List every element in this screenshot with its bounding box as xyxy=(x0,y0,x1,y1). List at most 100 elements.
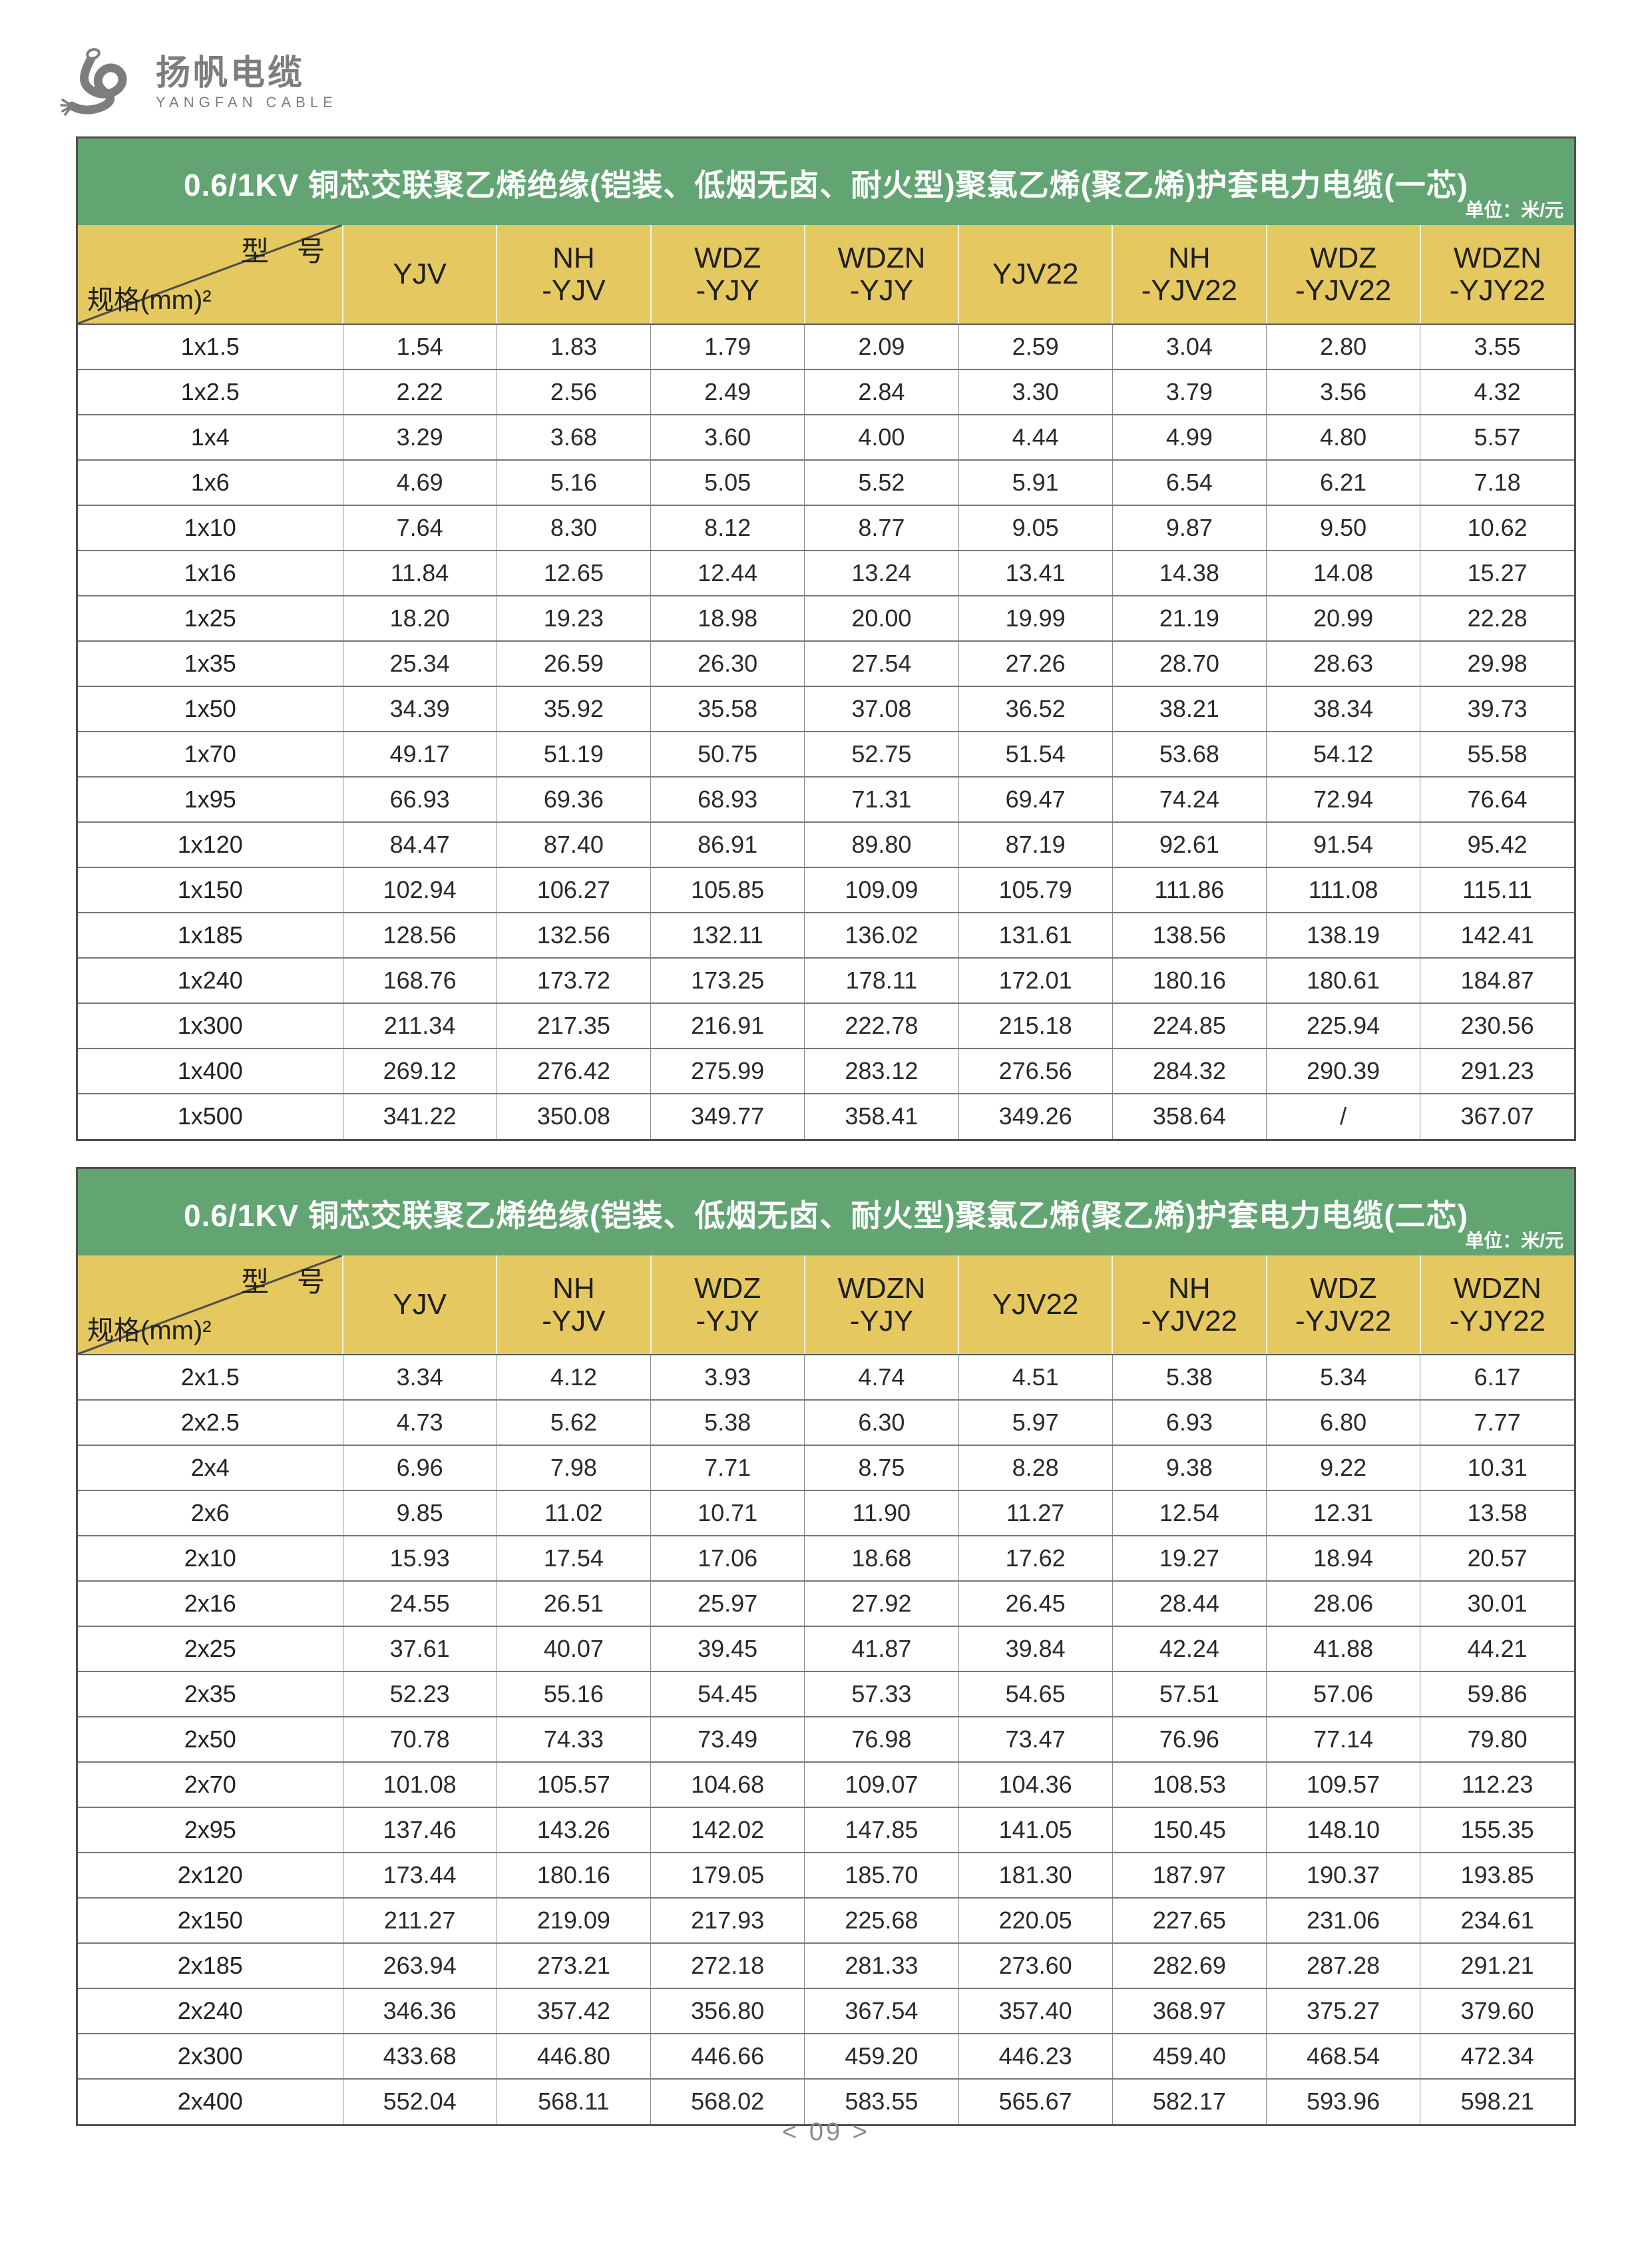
price-cell: 433.68 xyxy=(342,2032,497,2079)
unit-label: 单位：米/元 xyxy=(1465,200,1563,220)
table-row: 1x2.5 2.22 2.56 2.49 2.84 3.30 3.79 3.56 4.32 xyxy=(78,368,1574,415)
price-cell: 4.69 xyxy=(342,459,497,505)
price-cell: 20.99 xyxy=(1265,594,1420,641)
price-cell: 28.06 xyxy=(1265,1580,1420,1626)
price-cell: 357.42 xyxy=(496,1987,651,2034)
price-cell: 37.61 xyxy=(342,1625,497,1672)
price-cell: 9.85 xyxy=(342,1489,497,1536)
table-title-band: 0.6/1KV 铜芯交联聚乙烯绝缘(铠装、低烟无卤、耐火型)聚氯乙烯(聚乙烯)护… xyxy=(78,1169,1574,1255)
table-row: 2x240 346.36 357.42 356.80 367.54 357.40 368.9… xyxy=(78,1987,1574,2034)
price-cell: 225.94 xyxy=(1265,1002,1420,1048)
price-cell: 39.84 xyxy=(958,1625,1113,1672)
price-cell: 178.11 xyxy=(804,957,958,1003)
price-cell: 24.55 xyxy=(342,1580,497,1626)
spec-cell: 2x70 xyxy=(78,1761,343,1807)
price-cell: 55.16 xyxy=(496,1670,651,1717)
table-row: 2x10 15.93 17.54 17.06 18.68 17.62 19.27 18.94 2… xyxy=(78,1534,1574,1581)
price-cell: 19.99 xyxy=(958,594,1113,641)
price-cell: 111.08 xyxy=(1265,866,1420,913)
price-cell: 5.38 xyxy=(650,1399,805,1445)
spec-cell: 1x10 xyxy=(78,504,343,551)
table-row: 1x500 341.22 350.08 349.77 358.41 349.26 358.6… xyxy=(78,1092,1574,1139)
spec-cell: 2x16 xyxy=(78,1580,343,1626)
price-cell: 459.20 xyxy=(804,2032,958,2079)
price-cell: 6.93 xyxy=(1112,1399,1267,1445)
price-cell: 287.28 xyxy=(1265,1942,1420,1988)
price-cell: 2.56 xyxy=(496,368,651,415)
price-cell: 4.80 xyxy=(1265,413,1420,460)
spec-cell: 2x240 xyxy=(78,1987,343,2034)
price-cell: 446.23 xyxy=(958,2032,1113,2079)
price-cell: 15.27 xyxy=(1420,549,1574,596)
price-cell: 105.85 xyxy=(650,866,805,913)
table-row: 2x70 101.08 105.57 104.68 109.07 104.36 108.53… xyxy=(78,1761,1574,1807)
spec-cell: 1x2.5 xyxy=(78,368,343,415)
price-cell: 25.34 xyxy=(342,640,497,686)
price-cell: 9.05 xyxy=(958,504,1113,551)
price-cell: 52.75 xyxy=(804,730,958,777)
price-cell: 2.49 xyxy=(650,368,805,415)
price-cell: 49.17 xyxy=(342,730,497,777)
price-cell: 54.65 xyxy=(958,1670,1113,1717)
price-cell: 86.91 xyxy=(650,821,805,867)
brand-name-cn: 扬帆电缆 xyxy=(156,53,306,93)
table-row: 2x50 70.78 74.33 73.49 76.98 73.47 76.96 77.14 7… xyxy=(78,1715,1574,1762)
price-cell: 115.11 xyxy=(1420,866,1574,913)
header-row: 型 号 规格(mm)² YJV NH -YJV WDZ -YJY WDZN -YJY Y… xyxy=(78,225,1574,325)
corner-label-model: 型 号 xyxy=(240,236,325,267)
price-cell: 3.93 xyxy=(650,1354,805,1400)
price-cell: 26.59 xyxy=(496,640,651,686)
table-row: 2x4 6.96 7.98 7.71 8.75 8.28 9.38 9.22 10.31 xyxy=(78,1444,1574,1490)
price-cell: 12.65 xyxy=(496,549,651,596)
price-cell: 593.96 xyxy=(1265,2078,1420,2124)
price-cell: 273.21 xyxy=(496,1942,651,1988)
column-header: WDZ -YJV22 xyxy=(1265,225,1420,325)
table-row: 2x35 52.23 55.16 54.45 57.33 54.65 57.51 57.06 5… xyxy=(78,1670,1574,1717)
price-cell: 6.80 xyxy=(1265,1399,1420,1445)
price-cell: 216.91 xyxy=(650,1002,805,1048)
price-cell: 276.56 xyxy=(958,1047,1113,1094)
price-cell: 42.24 xyxy=(1112,1625,1267,1672)
price-cell: 20.00 xyxy=(804,594,958,641)
price-cell: 4.12 xyxy=(496,1354,651,1400)
price-cell: 6.17 xyxy=(1420,1354,1574,1400)
price-cell: 173.72 xyxy=(496,957,651,1003)
column-header: WDZN -YJY22 xyxy=(1419,1255,1574,1355)
spec-cell: 1x35 xyxy=(78,640,343,686)
price-cell: 5.57 xyxy=(1420,413,1574,460)
price-cell: 13.58 xyxy=(1420,1489,1574,1536)
table-row: 1x300 211.34 217.35 216.91 222.78 215.18 224.8… xyxy=(78,1002,1574,1048)
price-cell: 3.60 xyxy=(650,413,805,460)
spec-cell: 2x4 xyxy=(78,1444,343,1490)
header-row: 型 号 规格(mm)² YJV NH -YJV WDZ -YJY WDZN -YJY Y… xyxy=(78,1255,1574,1355)
price-cell: 40.07 xyxy=(496,1625,651,1672)
price-cell: 375.27 xyxy=(1265,1987,1420,2034)
price-grid: 型 号 规格(mm)² YJV NH -YJV WDZ -YJY WDZN -YJY Y… xyxy=(78,225,1574,1139)
price-cell: 468.54 xyxy=(1265,2032,1420,2079)
price-cell: 6.96 xyxy=(342,1444,497,1490)
price-cell: 10.71 xyxy=(650,1489,805,1536)
price-cell: 19.23 xyxy=(496,594,651,641)
table-row: 2x16 24.55 26.51 25.97 27.92 26.45 28.44 28.06 3… xyxy=(78,1580,1574,1626)
price-cell: 128.56 xyxy=(342,911,497,958)
price-cell: 565.67 xyxy=(958,2078,1113,2124)
price-cell: 138.19 xyxy=(1265,911,1420,958)
price-cell: 582.17 xyxy=(1112,2078,1267,2124)
price-cell: 54.12 xyxy=(1265,730,1420,777)
price-cell: 143.26 xyxy=(496,1806,651,1853)
price-cell: 30.01 xyxy=(1420,1580,1574,1626)
price-cell: 35.92 xyxy=(496,685,651,732)
table-row: 1x400 269.12 276.42 275.99 283.12 276.56 284.3… xyxy=(78,1047,1574,1094)
price-cell: 112.23 xyxy=(1420,1761,1574,1807)
price-cell: 13.41 xyxy=(958,549,1113,596)
price-cell: 5.52 xyxy=(804,459,958,505)
price-cell: 79.80 xyxy=(1420,1715,1574,1762)
price-cell: 76.98 xyxy=(804,1715,958,1762)
price-cell: 21.19 xyxy=(1112,594,1267,641)
price-cell: 181.30 xyxy=(958,1851,1113,1898)
price-cell: 5.16 xyxy=(496,459,651,505)
spec-cell: 1x150 xyxy=(78,866,343,913)
price-cell: 18.94 xyxy=(1265,1534,1420,1581)
price-cell: 552.04 xyxy=(342,2078,497,2124)
